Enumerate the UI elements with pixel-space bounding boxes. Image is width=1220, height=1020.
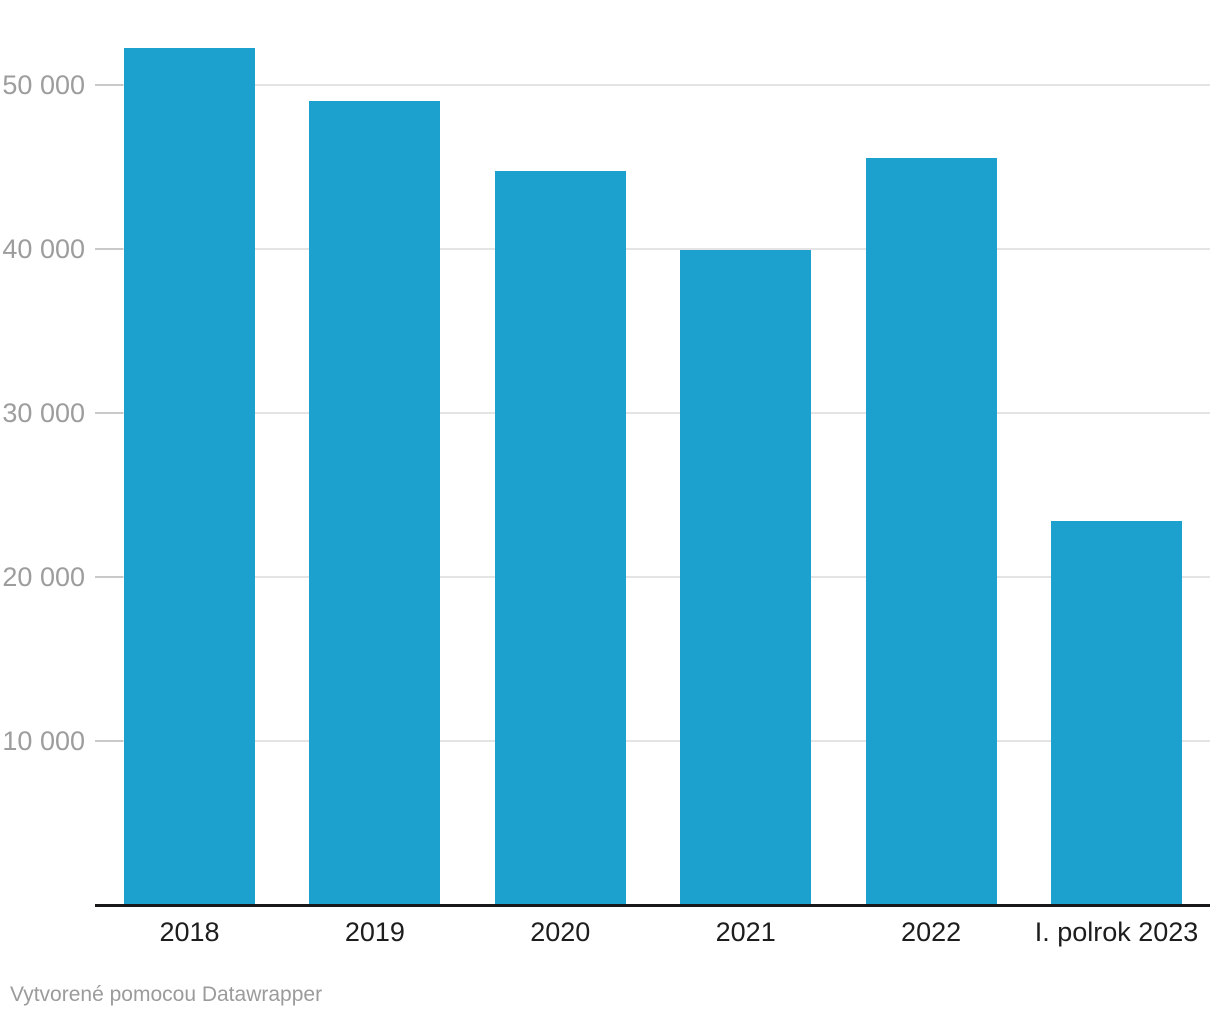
y-tick-label: 50 000 [2,69,85,100]
y-axis-tick [95,739,123,742]
gridline [95,83,1210,86]
y-tick-label: 20 000 [2,561,85,592]
x-axis-line [95,904,1210,907]
gridline [95,575,1210,578]
x-tick-label: 2020 [530,917,591,947]
y-axis-tick [95,575,123,578]
bar-2019[interactable] [309,100,441,905]
bar-2022[interactable] [865,158,997,905]
x-tick-label: 2019 [344,917,405,947]
y-tick-label: 10 000 [2,725,85,756]
x-tick-label: I. polrok 2023 [1034,917,1199,947]
gridline [95,247,1210,250]
gridline [95,411,1210,414]
y-axis-tick [95,247,123,250]
y-tick-label: 30 000 [2,397,85,428]
bar-2020[interactable] [494,171,626,905]
bar-I. polrok 2023[interactable] [1051,520,1182,905]
y-axis-tick [95,411,123,414]
bar-2018[interactable] [124,48,255,905]
y-tick-label: 40 000 [2,233,85,264]
x-tick-label: 2018 [159,917,220,947]
bar-2021[interactable] [680,250,812,905]
x-tick-label: 2021 [715,917,776,947]
y-axis-tick [95,83,123,86]
x-tick-label: 2022 [901,917,962,947]
datawrapper-credit: Vytvorené pomocou Datawrapper [10,983,323,1006]
gridline [95,739,1210,742]
